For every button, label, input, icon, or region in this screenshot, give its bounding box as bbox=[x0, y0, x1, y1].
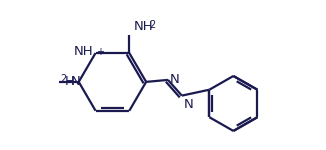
Text: 2: 2 bbox=[61, 74, 67, 84]
Text: NH: NH bbox=[133, 20, 153, 33]
Text: N: N bbox=[184, 98, 194, 111]
Text: N: N bbox=[71, 75, 81, 88]
Text: +: + bbox=[96, 47, 104, 57]
Text: NH: NH bbox=[74, 45, 94, 57]
Text: N: N bbox=[170, 73, 180, 86]
Text: 2: 2 bbox=[149, 20, 156, 30]
Text: H: H bbox=[65, 75, 75, 88]
